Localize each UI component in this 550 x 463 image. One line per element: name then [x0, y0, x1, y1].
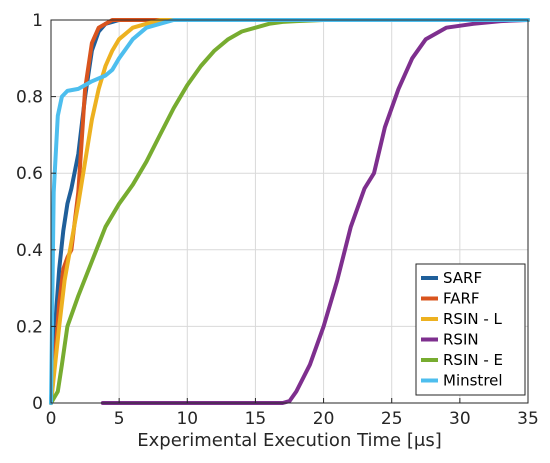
x-tick-label: 20	[313, 409, 335, 429]
series-line-rsin-l	[49, 18, 530, 405]
legend: SARF FARF RSIN - L RSIN RSIN - E Minstrel	[415, 263, 526, 396]
legend-label-farf: FARF	[443, 290, 480, 308]
legend-label-minstrel: Minstrel	[443, 372, 503, 390]
x-tick-label: 15	[245, 409, 267, 429]
legend-box	[415, 263, 526, 396]
x-tick-label: 25	[381, 409, 403, 429]
legend-label-rsin-e: RSIN - E	[443, 351, 503, 369]
x-tick-label: 35	[517, 409, 539, 429]
x-axis-ticks: 0 5 10 15 20 25 30 35	[46, 398, 539, 429]
y-axis-ticks: 0 0.2 0.4 0.6 0.8 1	[16, 11, 56, 414]
x-tick-label: 30	[449, 409, 471, 429]
x-axis-label: Experimental Execution Time [μs]	[137, 430, 441, 451]
y-tick-label: 0.4	[16, 241, 43, 261]
legend-label-rsin-l: RSIN - L	[443, 310, 503, 328]
y-tick-label: 0.2	[16, 317, 43, 337]
x-tick-label: 5	[114, 409, 125, 429]
plot-area-frame	[50, 19, 529, 404]
legend-label-rsin: RSIN	[443, 331, 479, 349]
y-tick-label: 0.8	[16, 88, 43, 108]
y-tick-label: 0	[32, 394, 43, 414]
x-tick-label: 0	[46, 409, 57, 429]
y-tick-label: 1	[32, 11, 43, 31]
legend-label-sarf: SARF	[443, 269, 482, 287]
series-line-rsin	[100, 18, 530, 405]
y-tick-label: 0.6	[16, 164, 43, 184]
x-tick-label: 10	[176, 409, 198, 429]
